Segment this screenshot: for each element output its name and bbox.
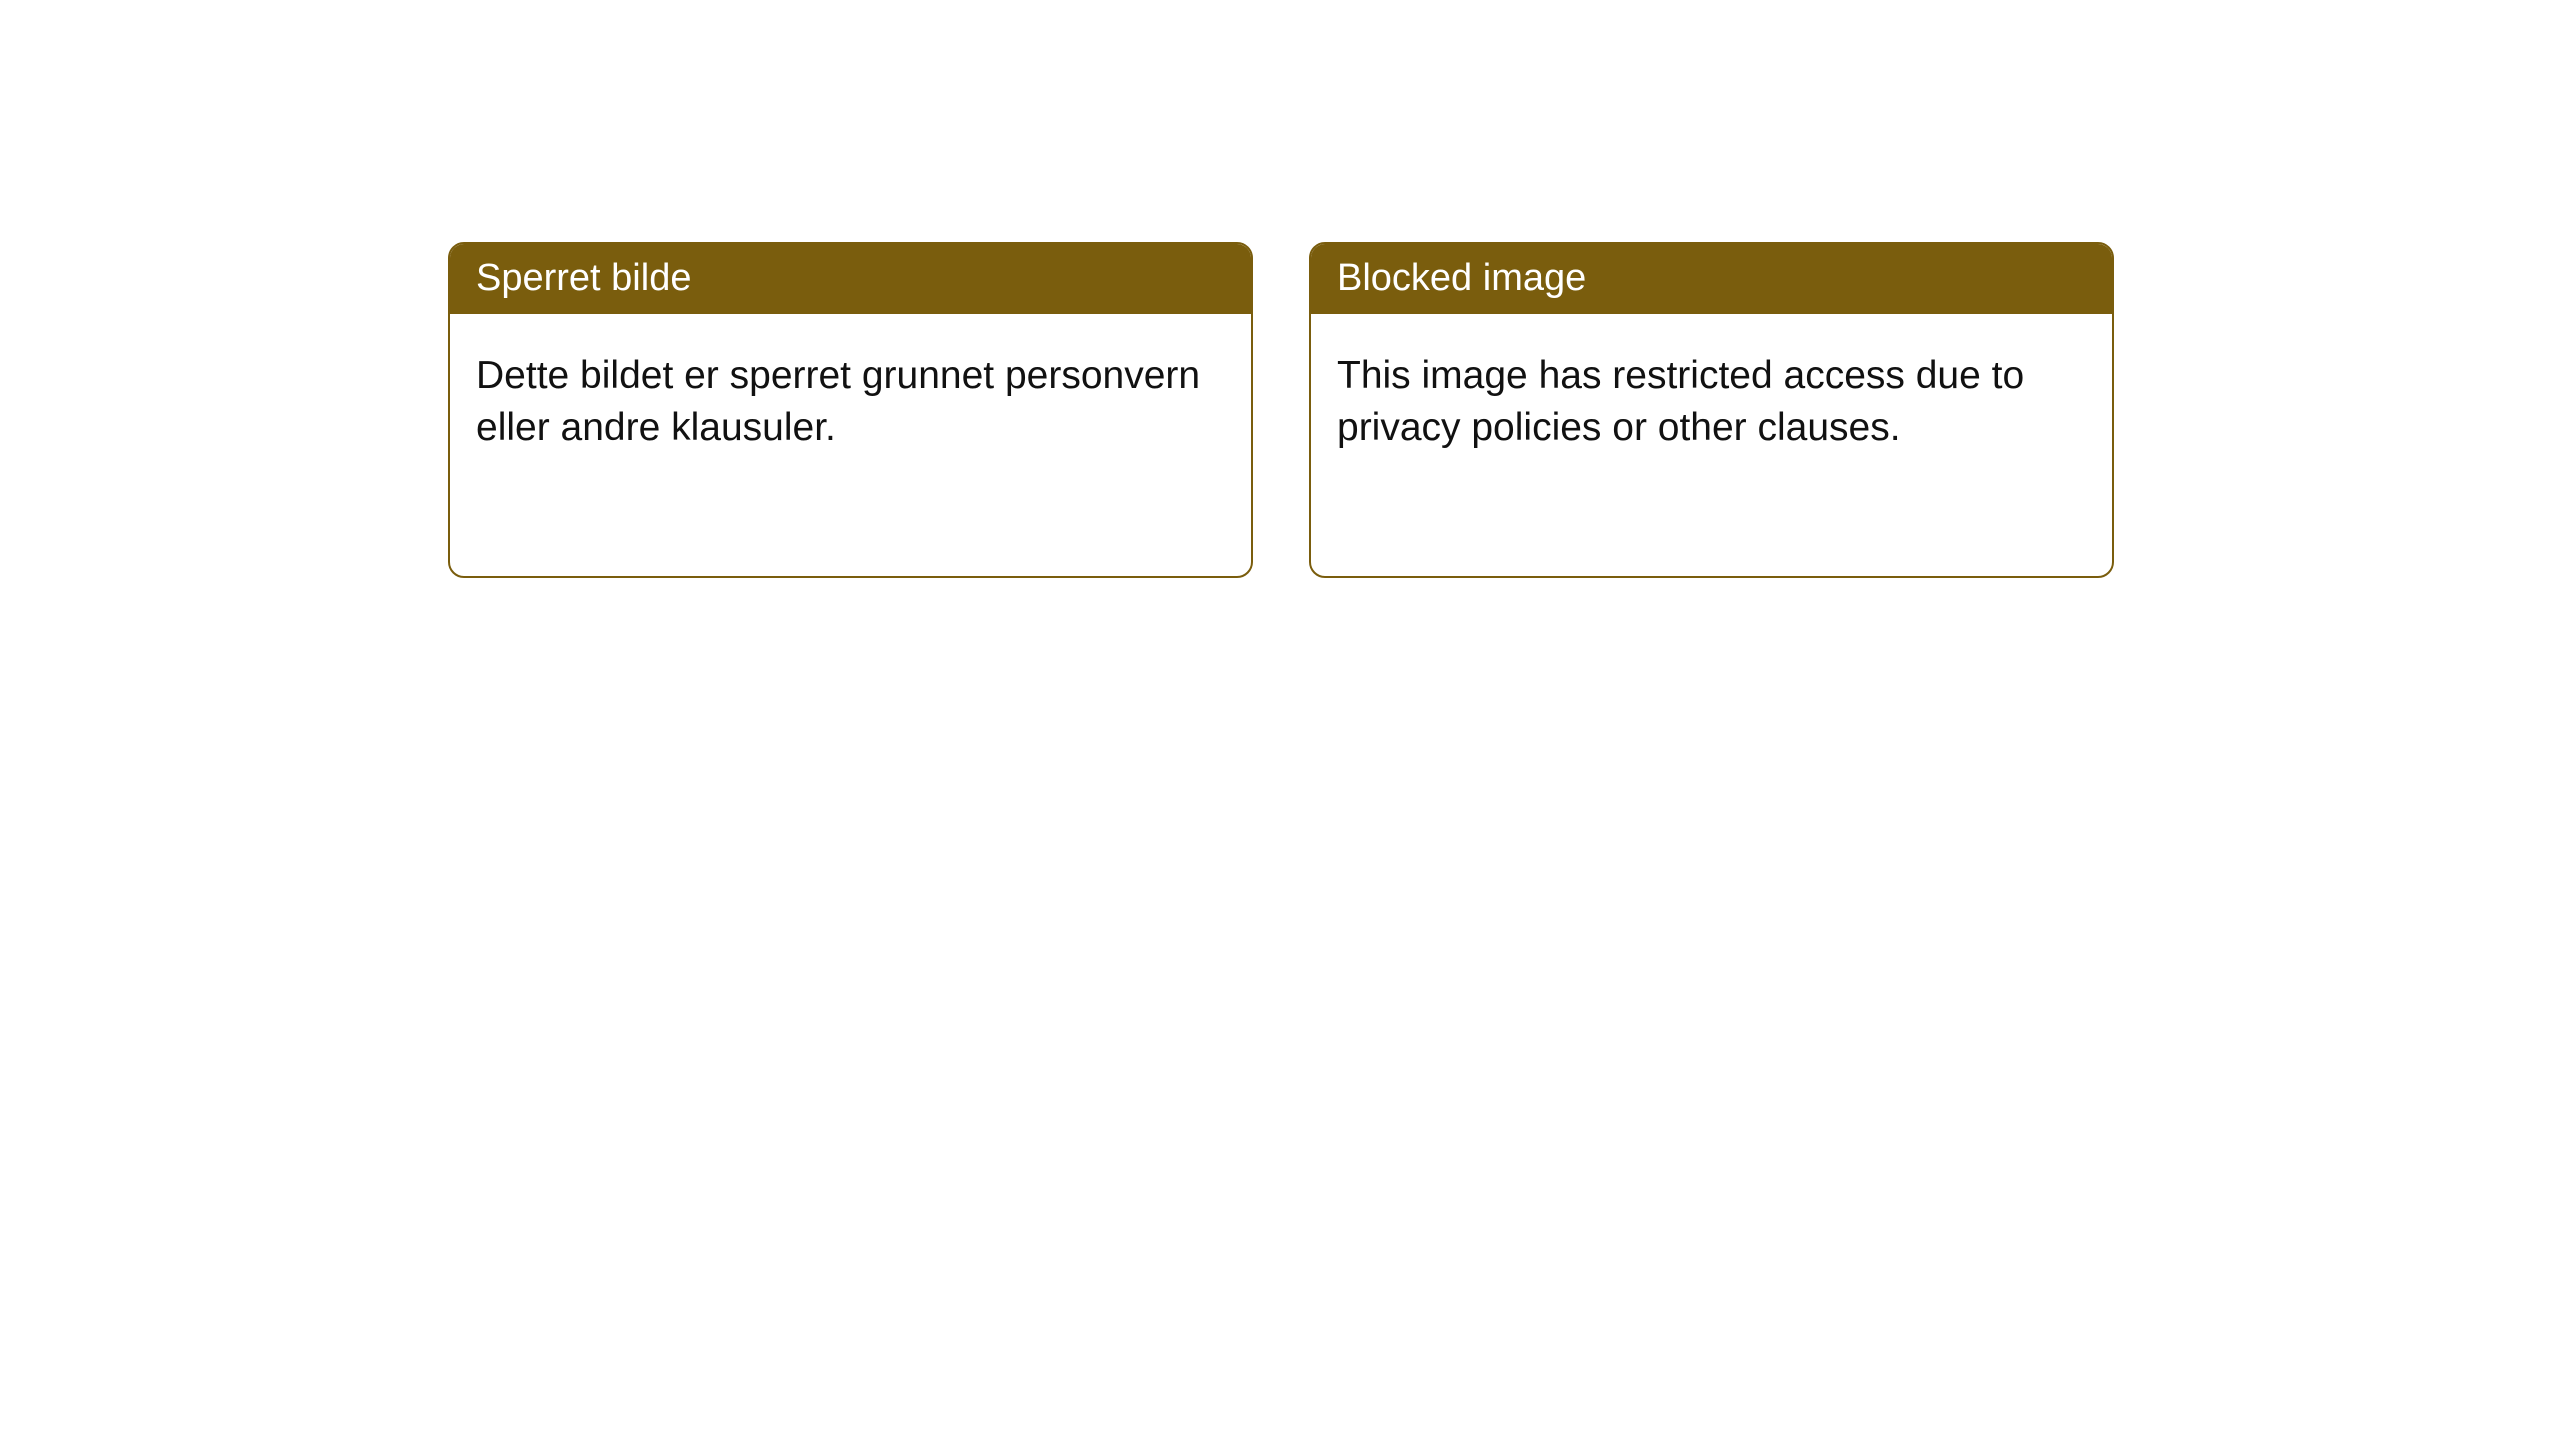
notice-header-norwegian: Sperret bilde (450, 244, 1251, 314)
notice-card-norwegian: Sperret bilde Dette bildet er sperret gr… (448, 242, 1253, 578)
notice-body-english: This image has restricted access due to … (1311, 314, 2112, 491)
notice-container: Sperret bilde Dette bildet er sperret gr… (0, 0, 2560, 578)
notice-body-norwegian: Dette bildet er sperret grunnet personve… (450, 314, 1251, 491)
notice-header-english: Blocked image (1311, 244, 2112, 314)
notice-card-english: Blocked image This image has restricted … (1309, 242, 2114, 578)
